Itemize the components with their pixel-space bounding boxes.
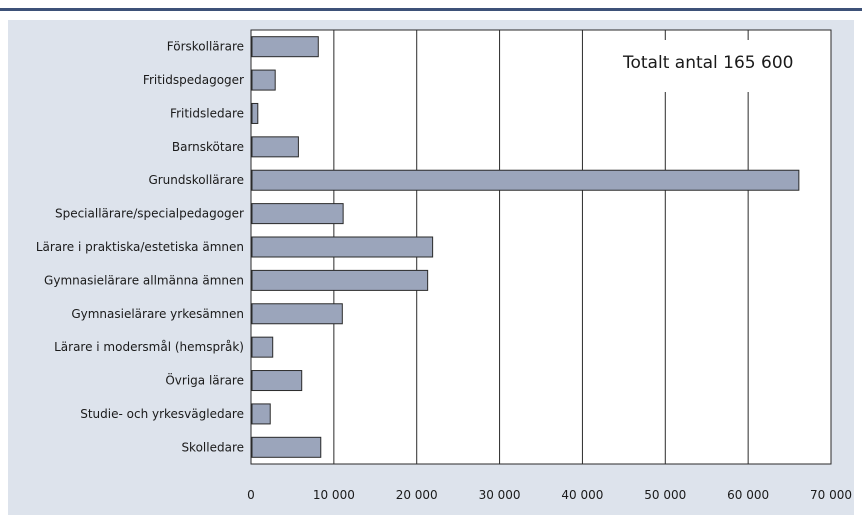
x-tick-label: 60 000 [727,488,769,502]
category-label: Gymnasielärare allmänna ämnen [44,273,244,287]
category-label: Förskollärare [167,40,244,54]
x-tick-label: 10 000 [313,488,355,502]
category-label: Gymnasielärare yrkesämnen [71,307,244,321]
x-tick-label: 70 000 [810,488,852,502]
x-tick-label: 30 000 [479,488,521,502]
header-background [0,0,862,8]
category-label: Lärare i praktiska/estetiska ämnen [36,240,244,254]
bar [251,236,434,258]
category-label: Grundskollärare [148,173,244,187]
annotation-background [585,40,821,92]
bar [251,203,344,225]
category-label: Barnskötare [172,140,244,154]
category-label: Speciallärare/specialpedagoger [55,207,244,221]
category-labels: Förskollärare Fritidspedagoger Fritidsleda… [36,40,244,455]
category-label: Studie- och yrkesvägledare [80,407,244,421]
header-rule [0,8,862,11]
category-label: Fritidspedagoger [143,73,244,87]
total-annotation: Totalt antal 165 600 [622,53,793,73]
annotation-box: Totalt antal 165 600 [585,40,821,92]
x-tick-label: 20 000 [396,488,438,502]
bar [251,169,800,191]
bar [251,370,303,392]
header-strip [0,0,862,11]
category-label: Lärare i modersmål (hemspråk) [54,340,244,354]
bar [251,136,299,158]
x-tick-label: 0 [247,488,255,502]
x-tick-labels: 0 10 000 20 000 30 000 40 000 50 000 60 000 70 … [247,488,852,502]
category-label: Övriga lärare [165,372,244,388]
bar [251,403,271,425]
bar [251,436,322,458]
x-tick-label: 40 000 [561,488,603,502]
bar [251,102,259,124]
bar [251,336,274,358]
bar [251,36,319,58]
category-label: Fritidsledare [170,106,244,120]
bars [251,36,800,458]
category-label: Skolledare [181,440,244,454]
bar [251,69,276,91]
x-tick-label: 50 000 [644,488,686,502]
bar [251,303,343,325]
bar [251,269,429,291]
